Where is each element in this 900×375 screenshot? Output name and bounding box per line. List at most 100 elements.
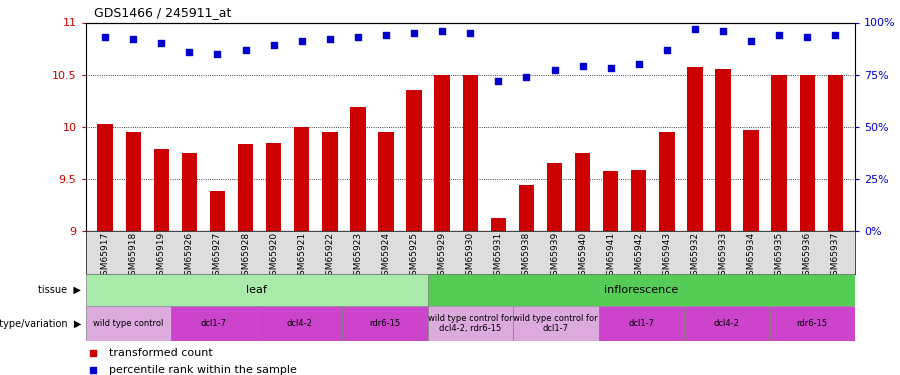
Bar (659, 132, 675, 231)
Text: GSM65935: GSM65935 (775, 232, 784, 281)
Bar (125, 132, 141, 231)
Bar (350, 107, 365, 231)
Text: GDS1466 / 245911_at: GDS1466 / 245911_at (94, 6, 232, 19)
Text: GSM65929: GSM65929 (437, 232, 446, 281)
Text: inflorescence: inflorescence (604, 285, 679, 295)
Point (182, 49, 196, 55)
Text: GSM65921: GSM65921 (297, 232, 306, 281)
Point (86, 368, 101, 374)
Bar (407, 90, 422, 231)
Bar (342, 306, 428, 341)
Text: GSM65936: GSM65936 (803, 232, 812, 281)
Text: GSM65942: GSM65942 (634, 232, 644, 281)
Text: transformed count: transformed count (109, 348, 212, 358)
Text: GSM65917: GSM65917 (101, 232, 110, 281)
Bar (603, 171, 618, 231)
Text: GSM65934: GSM65934 (747, 232, 756, 281)
Text: GSM65918: GSM65918 (129, 232, 138, 281)
Text: genotype/variation  ▶: genotype/variation ▶ (0, 319, 81, 328)
Bar (575, 153, 590, 231)
Point (98, 34, 112, 40)
Text: GSM65919: GSM65919 (157, 232, 166, 281)
Text: wild type control: wild type control (93, 319, 164, 328)
Point (238, 46, 253, 53)
Point (464, 30, 478, 36)
Bar (182, 153, 197, 231)
Text: dcl4-2: dcl4-2 (714, 319, 740, 328)
Text: GSM65928: GSM65928 (241, 232, 250, 281)
Point (688, 26, 702, 32)
Bar (154, 150, 169, 231)
Bar (684, 306, 770, 341)
Text: dcl1-7: dcl1-7 (628, 319, 654, 328)
Bar (97, 124, 112, 231)
Point (519, 74, 534, 80)
Text: wild type control for
dcl4-2, rdr6-15: wild type control for dcl4-2, rdr6-15 (428, 314, 513, 333)
Bar (828, 75, 843, 231)
Text: GSM65938: GSM65938 (522, 232, 531, 281)
Bar (428, 274, 855, 306)
Bar (743, 130, 759, 231)
Point (407, 30, 421, 36)
Bar (86, 274, 428, 306)
Text: rdr6-15: rdr6-15 (796, 319, 828, 328)
Point (772, 32, 787, 38)
Point (716, 28, 730, 34)
Bar (716, 69, 731, 231)
Bar (547, 163, 562, 231)
Text: GSM65920: GSM65920 (269, 232, 278, 281)
Point (379, 32, 393, 38)
Bar (378, 132, 393, 231)
Text: GSM65924: GSM65924 (382, 232, 391, 281)
Point (660, 46, 674, 53)
Point (547, 68, 562, 74)
Text: tissue  ▶: tissue ▶ (38, 285, 81, 295)
Point (351, 34, 365, 40)
Text: GSM65926: GSM65926 (184, 232, 194, 281)
Text: wild type control for
dcl1-7: wild type control for dcl1-7 (513, 314, 599, 333)
Bar (799, 75, 815, 231)
Text: GSM65941: GSM65941 (607, 232, 616, 281)
Point (491, 78, 506, 84)
Text: percentile rank within the sample: percentile rank within the sample (109, 365, 296, 375)
Point (266, 42, 281, 48)
Point (632, 61, 646, 67)
Point (294, 38, 309, 44)
Bar (631, 170, 646, 231)
Point (154, 40, 168, 46)
Text: GSM65937: GSM65937 (831, 232, 840, 281)
Bar (171, 306, 256, 341)
Bar (518, 185, 534, 231)
Point (800, 34, 814, 40)
Bar (771, 75, 787, 231)
Text: rdr6-15: rdr6-15 (369, 319, 400, 328)
Point (575, 63, 590, 69)
Text: leaf: leaf (246, 285, 267, 295)
Text: GSM65922: GSM65922 (325, 232, 334, 281)
Bar (491, 218, 506, 231)
Point (211, 51, 225, 57)
Point (744, 38, 759, 44)
Text: GSM65930: GSM65930 (466, 232, 475, 281)
Bar (770, 306, 855, 341)
Bar (266, 143, 282, 231)
Point (322, 36, 337, 42)
Text: dcl4-2: dcl4-2 (286, 319, 312, 328)
Text: GSM65925: GSM65925 (410, 232, 418, 281)
Bar (210, 191, 225, 231)
Point (604, 65, 618, 71)
Text: GSM65939: GSM65939 (550, 232, 559, 281)
Bar (513, 306, 599, 341)
Bar (86, 306, 171, 341)
Bar (463, 75, 478, 231)
Text: dcl1-7: dcl1-7 (201, 319, 227, 328)
Point (86, 350, 101, 356)
Point (126, 36, 140, 42)
Bar (598, 306, 684, 341)
Text: GSM65933: GSM65933 (718, 232, 727, 281)
Text: GSM65931: GSM65931 (494, 232, 503, 281)
Text: GSM65932: GSM65932 (690, 232, 699, 281)
Bar (428, 306, 513, 341)
Text: GSM65940: GSM65940 (578, 232, 587, 281)
Bar (322, 132, 338, 231)
